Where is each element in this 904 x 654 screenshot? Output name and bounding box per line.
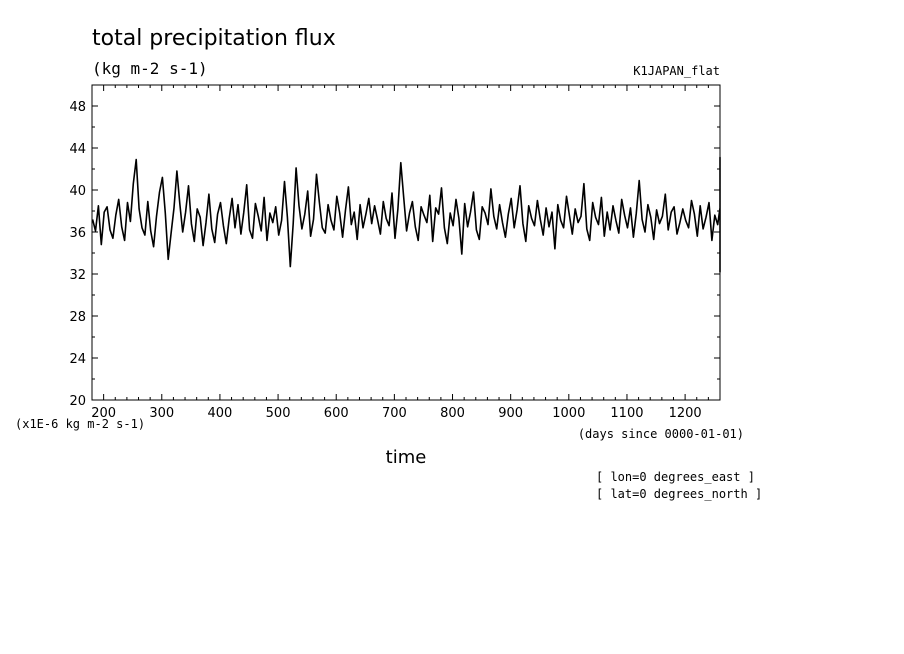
plot-frame bbox=[91, 84, 721, 401]
x-tick-label: 300 bbox=[149, 406, 174, 421]
x-tick-label: 500 bbox=[266, 406, 291, 421]
x-tick-label: 1000 bbox=[552, 406, 585, 421]
y-tick-label: 40 bbox=[69, 184, 86, 199]
y-tick-label: 32 bbox=[69, 268, 86, 283]
x-axis: 200 300 400 500 600 700 800 900 1000 1100 1200 bbox=[91, 85, 721, 421]
y-tick-label: 36 bbox=[69, 226, 86, 241]
note-lon: [ lon=0 degrees_east ] bbox=[596, 470, 755, 484]
y-axis: 20 24 28 32 36 40 44 48 bbox=[69, 84, 720, 409]
series-line bbox=[91, 156, 721, 273]
y-tick-label: 28 bbox=[69, 310, 86, 325]
y-tick-label: 44 bbox=[69, 142, 86, 157]
x-tick-label: 1200 bbox=[669, 406, 702, 421]
x-axis-label: time bbox=[386, 447, 427, 468]
y-tick-label: 20 bbox=[69, 394, 86, 409]
x-tick-label: 800 bbox=[440, 406, 465, 421]
x-tick-label: 1100 bbox=[610, 406, 643, 421]
x-tick-label: 900 bbox=[498, 406, 523, 421]
x-tick-label: 200 bbox=[91, 406, 116, 421]
x-tick-label: 700 bbox=[382, 406, 407, 421]
dataset-label: K1JAPAN_flat bbox=[633, 64, 720, 78]
y-tick-label: 24 bbox=[69, 352, 86, 367]
y-scale-label: (x1E-6 kg m-2 s-1) bbox=[15, 417, 145, 431]
x-units-label: (days since 0000-01-01) bbox=[578, 427, 744, 441]
chart-title: total precipitation flux bbox=[92, 26, 336, 51]
y-tick-label: 48 bbox=[69, 100, 86, 115]
x-tick-label: 400 bbox=[208, 406, 233, 421]
note-lat: [ lat=0 degrees_north ] bbox=[596, 487, 762, 501]
chart-units: (kg m-2 s-1) bbox=[92, 59, 208, 78]
x-tick-label: 600 bbox=[324, 406, 349, 421]
